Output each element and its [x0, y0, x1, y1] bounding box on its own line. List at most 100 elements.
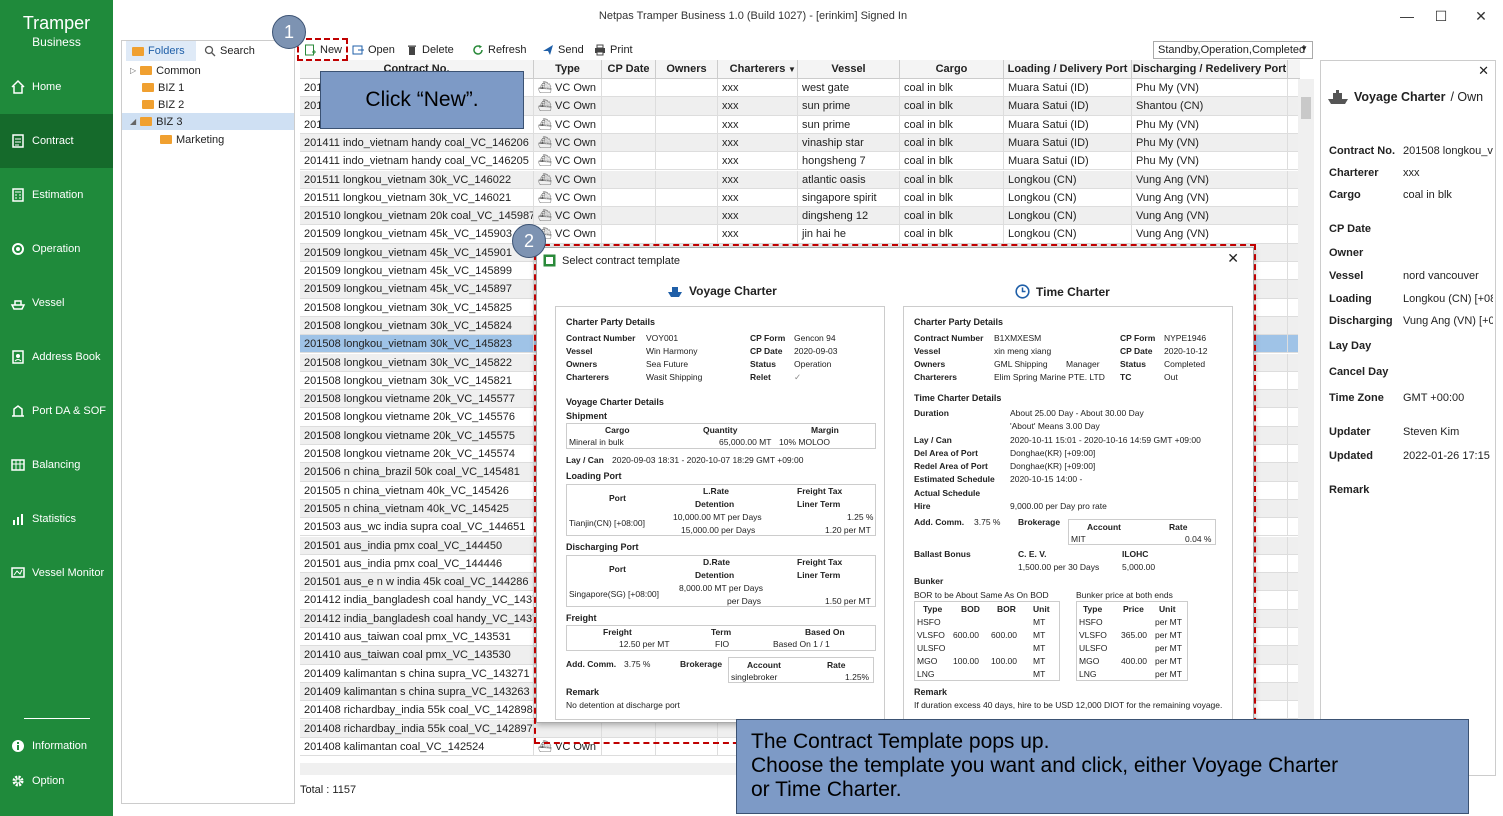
column-header[interactable]: Vessel	[798, 60, 900, 79]
table-cell: Vung Ang (VN)	[1132, 188, 1288, 207]
tab-folders[interactable]: Folders	[126, 41, 196, 61]
bunker-cell: MGO	[917, 656, 938, 666]
column-header[interactable]: CP Date	[602, 60, 656, 79]
nav-information[interactable]: Information	[0, 720, 113, 772]
table-row[interactable]: 201511 longkou_vietnam 30k_VC_146022 ⛴ VC…	[300, 170, 1300, 189]
table-row[interactable]: 201510 longkou_vietnam 20k coal_VC_14598…	[300, 207, 1300, 226]
sidebar-divider	[24, 718, 90, 719]
table-cell: ⛴ VC Own	[534, 207, 602, 226]
detail-value: GMT +00:00	[1403, 392, 1465, 404]
open-button[interactable]: Open	[352, 40, 395, 60]
table-cell: dingsheng 12	[798, 207, 900, 226]
tree-item-biz2[interactable]: BIZ 2	[122, 96, 294, 113]
statistics-icon	[13, 514, 23, 525]
close-button[interactable]: ✕	[1475, 8, 1487, 24]
column-header[interactable]: Owners	[656, 60, 718, 79]
refresh-button[interactable]: Refresh	[472, 40, 527, 60]
scroll-thumb[interactable]	[1301, 97, 1311, 119]
new-button[interactable]: New	[304, 40, 342, 60]
table-cell: xxx	[718, 115, 798, 134]
table-cell: 201508 longkou_vietnam 30k_VC_145825	[300, 298, 534, 317]
table-cell: 201501 aus_india pmx coal_VC_144446	[300, 554, 534, 573]
send-button[interactable]: Send	[542, 40, 584, 60]
table-cell: xxx	[718, 133, 798, 152]
time-charter-template-card[interactable]: Charter Party Details Contract Number B1X…	[903, 306, 1233, 720]
gear-icon	[12, 775, 24, 787]
table-row[interactable]: 201 ⛴ VC Own xxx west gate coal in blk Muara …	[300, 79, 1300, 98]
detail-value: nord vancouver	[1403, 270, 1479, 282]
discharging-port-table: Port D.Rate Detention Freight Tax Liner …	[566, 555, 876, 607]
detail-label: Remark	[1329, 484, 1370, 496]
table-cell: 201411 indo_vietnam handy coal_VC_146205	[300, 152, 534, 171]
maximize-button[interactable]: ☐	[1434, 8, 1448, 24]
column-header[interactable]: Type	[534, 60, 602, 79]
table-row[interactable]: 201411 indo_vietnam handy coal_VC_146206…	[300, 133, 1300, 153]
nav-home[interactable]: Home	[0, 60, 113, 114]
table-cell: Muara Satui (ID)	[1004, 79, 1132, 97]
table-cell: xxx	[718, 170, 798, 189]
tab-search[interactable]: Search	[204, 41, 255, 61]
minimize-button[interactable]: —	[1400, 8, 1414, 24]
table-row[interactable]: 201509 longkou_vietnam 45k_VC_145903 ⛴ VC…	[300, 225, 1300, 244]
table-cell	[1132, 682, 1288, 701]
tree-item-biz1[interactable]: BIZ 1	[122, 79, 294, 96]
nav-address-book[interactable]: Address Book	[0, 330, 113, 384]
table-cell: jin hai he	[798, 225, 900, 244]
vc-brokerage-table: Account Rate singlebroker 1.25%	[728, 657, 874, 683]
detail-label: Discharging	[1329, 315, 1393, 327]
status-filter-select[interactable]: Standby,Operation,Completed ▼	[1153, 41, 1313, 59]
column-header[interactable]: Charterers	[718, 60, 798, 79]
nav-contract[interactable]: Contract	[0, 114, 113, 168]
vertical-scrollbar[interactable]	[1298, 79, 1314, 761]
table-cell	[1132, 481, 1288, 500]
folder-icon	[140, 66, 153, 75]
filter-icon[interactable]: ▼	[788, 65, 796, 74]
table-cell: xxx	[718, 225, 798, 244]
tree-item-common[interactable]: ▷ Common	[130, 64, 201, 77]
close-detail-icon[interactable]: ✕	[1478, 63, 1489, 78]
nav-estimation[interactable]: Estimation	[0, 168, 113, 222]
table-cell: 201408 richardbay_india 55k coal_VC_1428…	[300, 701, 534, 720]
bunker-price-cell: 400.00	[1121, 656, 1147, 666]
bunker-cell: HSFO	[917, 617, 941, 627]
table-cell: coal in blk	[900, 188, 1004, 207]
table-row[interactable]: 201 ⛴ VC Own xxx sun prime coal in blk Muara …	[300, 97, 1300, 116]
nav-vessel[interactable]: Vessel	[0, 276, 113, 330]
nav-port-da-sof[interactable]: Port DA & SOF	[0, 384, 113, 438]
table-cell	[1132, 518, 1288, 537]
nav-operation[interactable]: Operation	[0, 222, 113, 276]
table-row[interactable]: 201511 longkou_vietnam 30k_VC_146021 ⛴ VC…	[300, 188, 1300, 208]
table-row[interactable]: 201411 indo_vietnam handy coal_VC_146205…	[300, 152, 1300, 171]
detail-label: Cargo	[1329, 189, 1361, 201]
app-logo: Tramper Business	[22, 13, 91, 49]
table-row[interactable]: 201 ⛴ VC Own xxx sun prime coal in blk Muara …	[300, 115, 1300, 134]
delete-button[interactable]: Delete	[406, 40, 454, 60]
print-button[interactable]: Print	[594, 40, 633, 60]
bunker-price-cell: per MT	[1155, 669, 1182, 679]
nav-statistics[interactable]: Statistics	[0, 492, 113, 546]
table-cell	[656, 170, 718, 189]
nav-option[interactable]: Option	[0, 756, 113, 806]
tree-item-biz3[interactable]: ◢ BIZ 3	[122, 113, 294, 130]
table-cell	[1132, 280, 1288, 299]
detail-label: Charterer	[1329, 167, 1379, 179]
detail-label: Updater	[1329, 426, 1371, 438]
nav-vessel-monitor[interactable]: Vessel Monitor	[0, 546, 113, 600]
time-charter-heading[interactable]: Time Charter	[1015, 284, 1110, 299]
tree-item-marketing[interactable]: Marketing	[122, 131, 294, 148]
table-cell: Muara Satui (ID)	[1004, 97, 1132, 116]
column-header[interactable]: Cargo	[900, 60, 1004, 79]
bunker-price-cell: per MT	[1155, 656, 1182, 666]
bunker-price-cell: per MT	[1155, 617, 1182, 627]
dialog-close-icon[interactable]: ✕	[1227, 250, 1239, 266]
table-cell	[656, 225, 718, 244]
voyage-charter-template-card[interactable]: Charter Party Details Contract Number VOY…	[555, 306, 885, 720]
table-cell	[1132, 573, 1288, 592]
table-cell: Phu My (VN)	[1132, 115, 1288, 134]
send-icon	[543, 45, 553, 55]
voyage-charter-heading[interactable]: Voyage Charter	[667, 284, 777, 298]
nav-balancing[interactable]: Balancing	[0, 438, 113, 492]
column-header[interactable]: Discharging / Redelivery Port	[1132, 60, 1288, 79]
table-cell	[1132, 390, 1288, 409]
column-header[interactable]: Loading / Delivery Port	[1004, 60, 1132, 79]
